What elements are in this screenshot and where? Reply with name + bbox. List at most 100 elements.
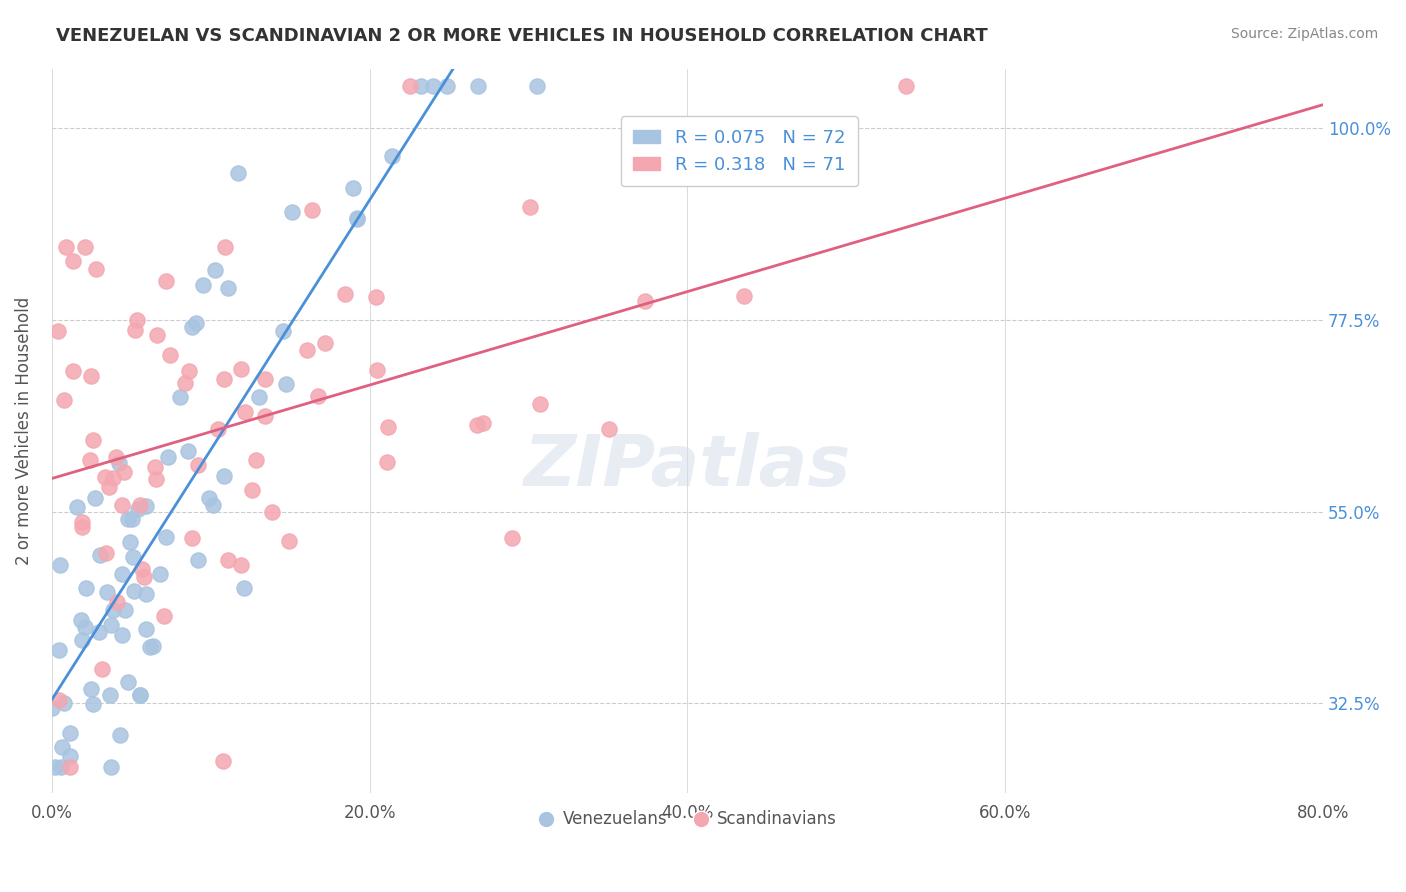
Point: [177, 363, 200, 377]
Point: [111, 566, 134, 581]
Point: [159, 348, 181, 362]
Point: [465, 417, 488, 432]
Point: [217, 281, 239, 295]
Point: [142, 639, 165, 653]
Point: [70, 613, 93, 627]
Point: [155, 529, 177, 543]
Point: [100, 760, 122, 774]
Point: [97, 480, 120, 494]
Point: [73, 240, 96, 254]
Point: [422, 78, 444, 93]
Point: [59, 748, 82, 763]
Point: [59, 726, 82, 740]
Point: [149, 567, 172, 582]
Point: [253, 409, 276, 423]
Point: [55, 240, 77, 254]
Point: [96, 585, 118, 599]
Point: [103, 471, 125, 485]
Point: [70, 520, 93, 534]
Point: [87, 624, 110, 639]
Point: [41, 700, 63, 714]
Point: [62, 364, 84, 378]
Point: [229, 362, 252, 376]
Point: [89, 548, 111, 562]
Point: [501, 531, 523, 545]
Point: [124, 323, 146, 337]
Point: [80, 681, 103, 696]
Point: [110, 628, 132, 642]
Point: [146, 328, 169, 343]
Point: [108, 457, 131, 471]
Point: [98, 688, 121, 702]
Point: [226, 166, 249, 180]
Point: [894, 78, 917, 93]
Point: [105, 594, 128, 608]
Point: [381, 149, 404, 163]
Point: [111, 498, 134, 512]
Point: [247, 390, 270, 404]
Point: [135, 499, 157, 513]
Point: [187, 458, 209, 472]
Point: [157, 450, 180, 465]
Point: [187, 553, 209, 567]
Point: [82, 697, 104, 711]
Point: [114, 603, 136, 617]
Point: [240, 483, 263, 497]
Point: [214, 240, 236, 254]
Point: [314, 335, 336, 350]
Point: [260, 505, 283, 519]
Point: [44, 760, 66, 774]
Point: [127, 501, 149, 516]
Point: [128, 688, 150, 702]
Point: [295, 343, 318, 357]
Point: [169, 390, 191, 404]
Point: [82, 433, 104, 447]
Point: [177, 443, 200, 458]
Point: [301, 202, 323, 217]
Point: [202, 498, 225, 512]
Y-axis label: 2 or more Vehicles in Household: 2 or more Vehicles in Household: [15, 296, 32, 565]
Point: [48, 642, 70, 657]
Point: [436, 78, 458, 93]
Point: [307, 389, 329, 403]
Point: [118, 534, 141, 549]
Point: [231, 558, 253, 572]
Point: [271, 324, 294, 338]
Point: [155, 274, 177, 288]
Point: [117, 512, 139, 526]
Point: [46, 324, 69, 338]
Text: Source: ZipAtlas.com: Source: ZipAtlas.com: [1230, 27, 1378, 41]
Point: [346, 211, 368, 226]
Point: [72, 632, 94, 647]
Point: [519, 200, 541, 214]
Point: [366, 362, 388, 376]
Point: [233, 581, 256, 595]
Point: [105, 450, 128, 464]
Point: [153, 608, 176, 623]
Point: [75, 581, 97, 595]
Point: [193, 278, 215, 293]
Point: [100, 618, 122, 632]
Point: [377, 420, 399, 434]
Point: [80, 368, 103, 383]
Point: [245, 452, 267, 467]
Point: [346, 211, 368, 225]
Point: [114, 465, 136, 479]
Point: [101, 603, 124, 617]
Point: [127, 313, 149, 327]
Point: [280, 205, 302, 219]
Point: [204, 262, 226, 277]
Point: [181, 319, 204, 334]
Point: [84, 262, 107, 277]
Point: [207, 422, 229, 436]
Point: [364, 290, 387, 304]
Point: [409, 78, 432, 93]
Point: [143, 460, 166, 475]
Point: [122, 584, 145, 599]
Point: [135, 587, 157, 601]
Point: [121, 512, 143, 526]
Point: [135, 622, 157, 636]
Point: [94, 545, 117, 559]
Text: ZIPatlas: ZIPatlas: [524, 433, 851, 501]
Point: [128, 498, 150, 512]
